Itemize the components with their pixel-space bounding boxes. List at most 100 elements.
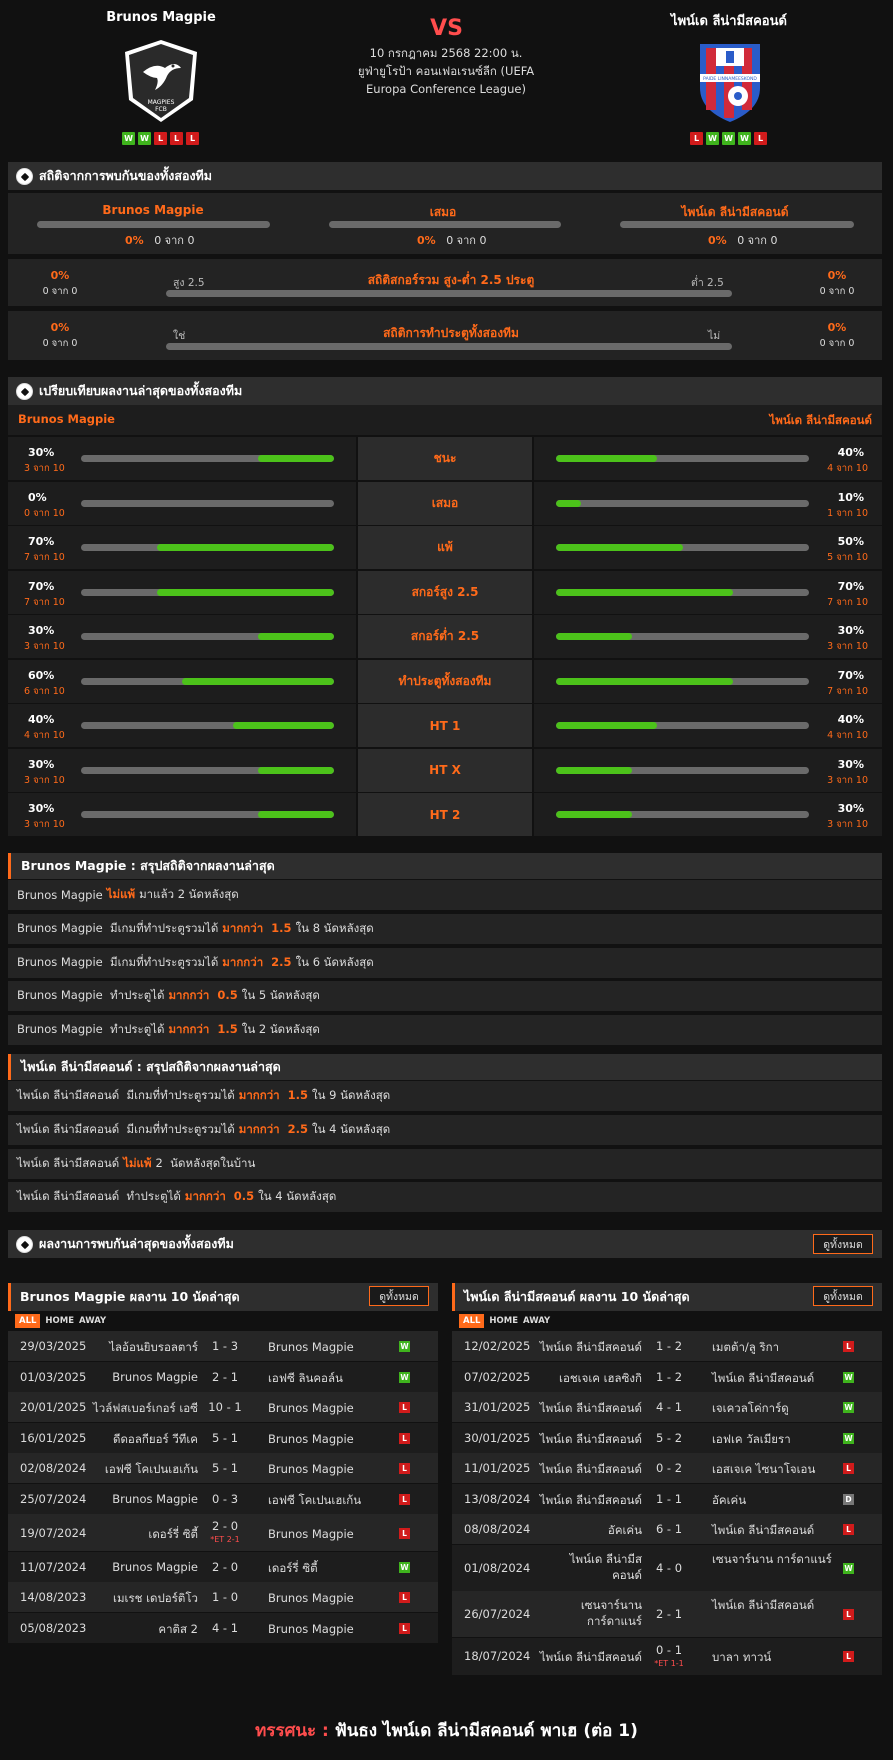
compare-home-pct: 30% xyxy=(28,624,55,637)
compare-home-sub: 7 จาก 10 xyxy=(24,552,65,563)
summary-highlight: มากกว่า 1.5 xyxy=(238,1088,309,1102)
compare-away-bar xyxy=(556,811,809,818)
compare-row: 40% 4 จาก 10 HT 1 40% 4 จาก 10 xyxy=(8,704,882,747)
match-score: 0 - 3 xyxy=(211,1491,239,1506)
match-home-team: Brunos Magpie xyxy=(112,1491,198,1506)
compare-away-sub: 5 จาก 10 xyxy=(827,552,868,563)
match-row[interactable]: 02/08/2024 เอฟซี โคเปนเฮเก้น 5 - 1 Brunos M… xyxy=(8,1453,438,1483)
match-date: 01/03/2025 xyxy=(20,1369,87,1384)
see-all-button[interactable]: ดูทั้งหมด xyxy=(813,1234,873,1254)
match-date: 20/01/2025 xyxy=(20,1400,87,1414)
compare-home-bar xyxy=(81,455,334,462)
match-row[interactable]: 12/02/2025 ไพน์เด ลีน่ามีสคอนด์ 1 - 2 เมตต้… xyxy=(452,1331,882,1361)
compare-home-bar-fill xyxy=(156,588,334,596)
compare-home-bar xyxy=(81,544,334,551)
recent-title: ผลงานการพบกันล่าสุดของทั้งสองทีม xyxy=(39,1236,234,1251)
summary-text: ไพน์เด ลีน่ามีสคอนด์ มีเกมที่ทำประตูรวมไ… xyxy=(17,1088,235,1102)
summary-text: ใน 2 นัดหลังสุด xyxy=(241,1022,320,1037)
match-score: 2 - 0 xyxy=(211,1559,239,1574)
compare-away-bar-fill xyxy=(556,811,632,818)
compare-home-bar-fill xyxy=(258,811,334,818)
compare-home-bar xyxy=(81,588,334,596)
compare-label: แพ้ xyxy=(358,526,532,569)
match-row[interactable]: 18/07/2024 ไพน์เด ลีน่ามีสคอนด์ 0 - 1 *ET 1… xyxy=(452,1637,882,1675)
compare-away-bar-fill xyxy=(556,633,632,640)
compare-away-pct: 30% xyxy=(837,757,864,771)
match-row[interactable]: 11/07/2024 Brunos Magpie 2 - 0 เดอร์รี่ ซิต… xyxy=(8,1551,438,1582)
match-score: 4 - 1 xyxy=(211,1620,239,1635)
h2h-section-header: สถิติจากการพบกันของทั้งสองทีม xyxy=(8,162,882,190)
match-row[interactable]: 26/07/2024 เซนจาร์นาน การ์ดาแนร์ 2 - 1 ไพน์… xyxy=(452,1591,882,1637)
match-away-team: เอสเจเค ไซนาโจเอน xyxy=(712,1462,816,1476)
home-see-all-button[interactable]: ดูทั้งหมด xyxy=(369,1286,429,1306)
compare-away-cell: 70% 7 จาก 10 xyxy=(534,659,882,703)
match-row[interactable]: 20/01/2025 ไวล์ฟสเบอร์เกอร์ เอซี 10 - 1 Bru… xyxy=(8,1392,438,1422)
match-row[interactable]: 31/01/2025 ไพน์เด ลีน่ามีสคอนด์ 4 - 1 เจเคว… xyxy=(452,1392,882,1422)
match-score: 5 - 1 xyxy=(211,1461,239,1475)
compare-section-header: เปรียบเทียบผลงานล่าสุดของทั้งสองทีม xyxy=(8,377,882,405)
match-score: 0 - 2 xyxy=(655,1461,683,1475)
ou-left-label: สูง 2.5 xyxy=(173,277,205,289)
match-date: 16/01/2025 xyxy=(20,1430,87,1445)
match-away-team: Brunos Magpie xyxy=(268,1462,354,1476)
match-date: 07/02/2025 xyxy=(464,1369,531,1384)
match-row[interactable]: 01/08/2024 ไพน์เด ลีน่ามีสคอนด์ 4 - 0 เซนจา… xyxy=(452,1544,882,1591)
match-away-team: ไพน์เด ลีน่ามีสคอนด์ xyxy=(712,1370,815,1385)
match-home-team: เอฟซี โคเปนเฮเก้น xyxy=(104,1462,198,1476)
compare-home-pct: 70% xyxy=(28,535,55,548)
match-away-team: Brunos Magpie xyxy=(268,1526,354,1541)
compare-away-bar xyxy=(556,588,809,596)
compare-away-bar xyxy=(556,499,809,507)
match-row[interactable]: 01/03/2025 Brunos Magpie 2 - 1 เอฟซี ลินคอล… xyxy=(8,1361,438,1392)
summary-text: มาแล้ว 2 นัดหลังสุด xyxy=(139,887,239,901)
compare-home-bar xyxy=(81,811,334,818)
match-row[interactable]: 07/02/2025 เอชเจเค เฮลซิงกิ 1 - 2 ไพน์เด ลี… xyxy=(452,1361,882,1392)
match-row[interactable]: 08/08/2024 อัคเค่น 6 - 1 ไพน์เด ลีน่ามีสคอน… xyxy=(452,1514,882,1544)
home-recent-header: Brunos Magpie ผลงาน 10 นัดล่าสุด xyxy=(8,1283,438,1311)
compare-away-cell: 40% 4 จาก 10 xyxy=(534,437,882,480)
compare-label: HT X xyxy=(358,748,532,792)
match-score: 4 - 0 xyxy=(655,1560,683,1575)
compare-row: 60% 6 จาก 10 ทำประตูทั้งสองทีม 70% 7 จาก 10 xyxy=(8,659,882,703)
match-row[interactable]: 30/01/2025 ไพน์เด ลีน่ามีสคอนด์ 5 - 2 เอฟเค… xyxy=(452,1422,882,1453)
compare-home-cell: 70% 7 จาก 10 xyxy=(8,570,356,614)
compare-away-cell: 30% 3 จาก 10 xyxy=(534,793,882,836)
match-away-team: เดอร์รี่ ซิตี้ xyxy=(268,1560,318,1575)
compare-home-bar xyxy=(81,499,334,507)
filter-tab-home[interactable]: HOME xyxy=(489,1315,519,1326)
match-row[interactable]: 14/08/2023 เมเรช เดปอร์ติโว 1 - 0 Brunos Ma… xyxy=(8,1582,438,1612)
compare-away-sub: 7 จาก 10 xyxy=(827,685,868,697)
filter-tab-away[interactable]: AWAY xyxy=(79,1315,107,1326)
match-row[interactable]: 25/07/2024 Brunos Magpie 0 - 3 เอฟซี โคเปนเ… xyxy=(8,1483,438,1514)
compare-home-sub: 4 จาก 10 xyxy=(24,730,65,741)
match-row[interactable]: 19/07/2024 เดอร์รี่ ซิตี้ 2 - 0 *ET 2-1 Brun… xyxy=(8,1514,438,1551)
compare-home-pct: 30% xyxy=(28,802,55,815)
filter-tab-all[interactable]: ALL xyxy=(459,1313,485,1328)
summary-highlight: มากกว่า 0.5 xyxy=(184,1189,255,1204)
match-home-team: เอชเจเค เฮลซิงกิ xyxy=(559,1370,642,1385)
match-home-team: Brunos Magpie xyxy=(112,1369,198,1384)
compare-title: เปรียบเทียบผลงานล่าสุดของทั้งสองทีม xyxy=(39,383,243,398)
compare-home-bar-fill xyxy=(258,633,334,640)
football-icon xyxy=(16,382,33,400)
compare-home-bar-fill xyxy=(182,677,334,685)
match-home-team: เดอร์รี่ ซิตี้ xyxy=(148,1526,198,1541)
filter-tab-all[interactable]: ALL xyxy=(15,1313,41,1328)
match-row[interactable]: 13/08/2024 ไพน์เด ลีน่ามีสคอนด์ 1 - 1 อัคเค… xyxy=(452,1483,882,1514)
summary-text: ไพน์เด ลีน่ามีสคอนด์ ทำประตูได้ xyxy=(17,1189,181,1204)
summary-text: ใน 6 นัดหลังสุด xyxy=(295,954,374,969)
match-row[interactable]: 16/01/2025 ดีดอลกียอร์ วีทีเค 5 - 1 Brunos … xyxy=(8,1422,438,1453)
filter-tab-away[interactable]: AWAY xyxy=(523,1315,551,1326)
btts-right-sub: 0 จาก 0 xyxy=(819,338,855,349)
match-home-team: เมเรช เดปอร์ติโว xyxy=(113,1591,198,1605)
filter-tab-home[interactable]: HOME xyxy=(45,1315,75,1326)
compare-away-sub: 1 จาก 10 xyxy=(827,507,868,519)
match-row[interactable]: 11/01/2025 ไพน์เด ลีน่ามีสคอนด์ 0 - 2 เอสเจ… xyxy=(452,1453,882,1483)
match-row[interactable]: 29/03/2025 ไลอ้อนยิบรอลตาร์ 1 - 3 Brunos Ma… xyxy=(8,1331,438,1361)
home-summary-header: Brunos Magpie : สรุปสถิติจากผลงานล่าสุด xyxy=(8,853,882,879)
compare-home-sub: 3 จาก 10 xyxy=(24,463,65,474)
match-row[interactable]: 05/08/2023 คาติส 2 4 - 1 Brunos Magpie L xyxy=(8,1612,438,1643)
compare-row: 0% 0 จาก 10 เสมอ 10% 1 จาก 10 xyxy=(8,481,882,525)
away-see-all-button[interactable]: ดูทั้งหมด xyxy=(813,1286,873,1306)
summary-line: ไพน์เด ลีน่ามีสคอนด์ มีเกมที่ทำประตูรวมไ… xyxy=(8,1114,882,1145)
